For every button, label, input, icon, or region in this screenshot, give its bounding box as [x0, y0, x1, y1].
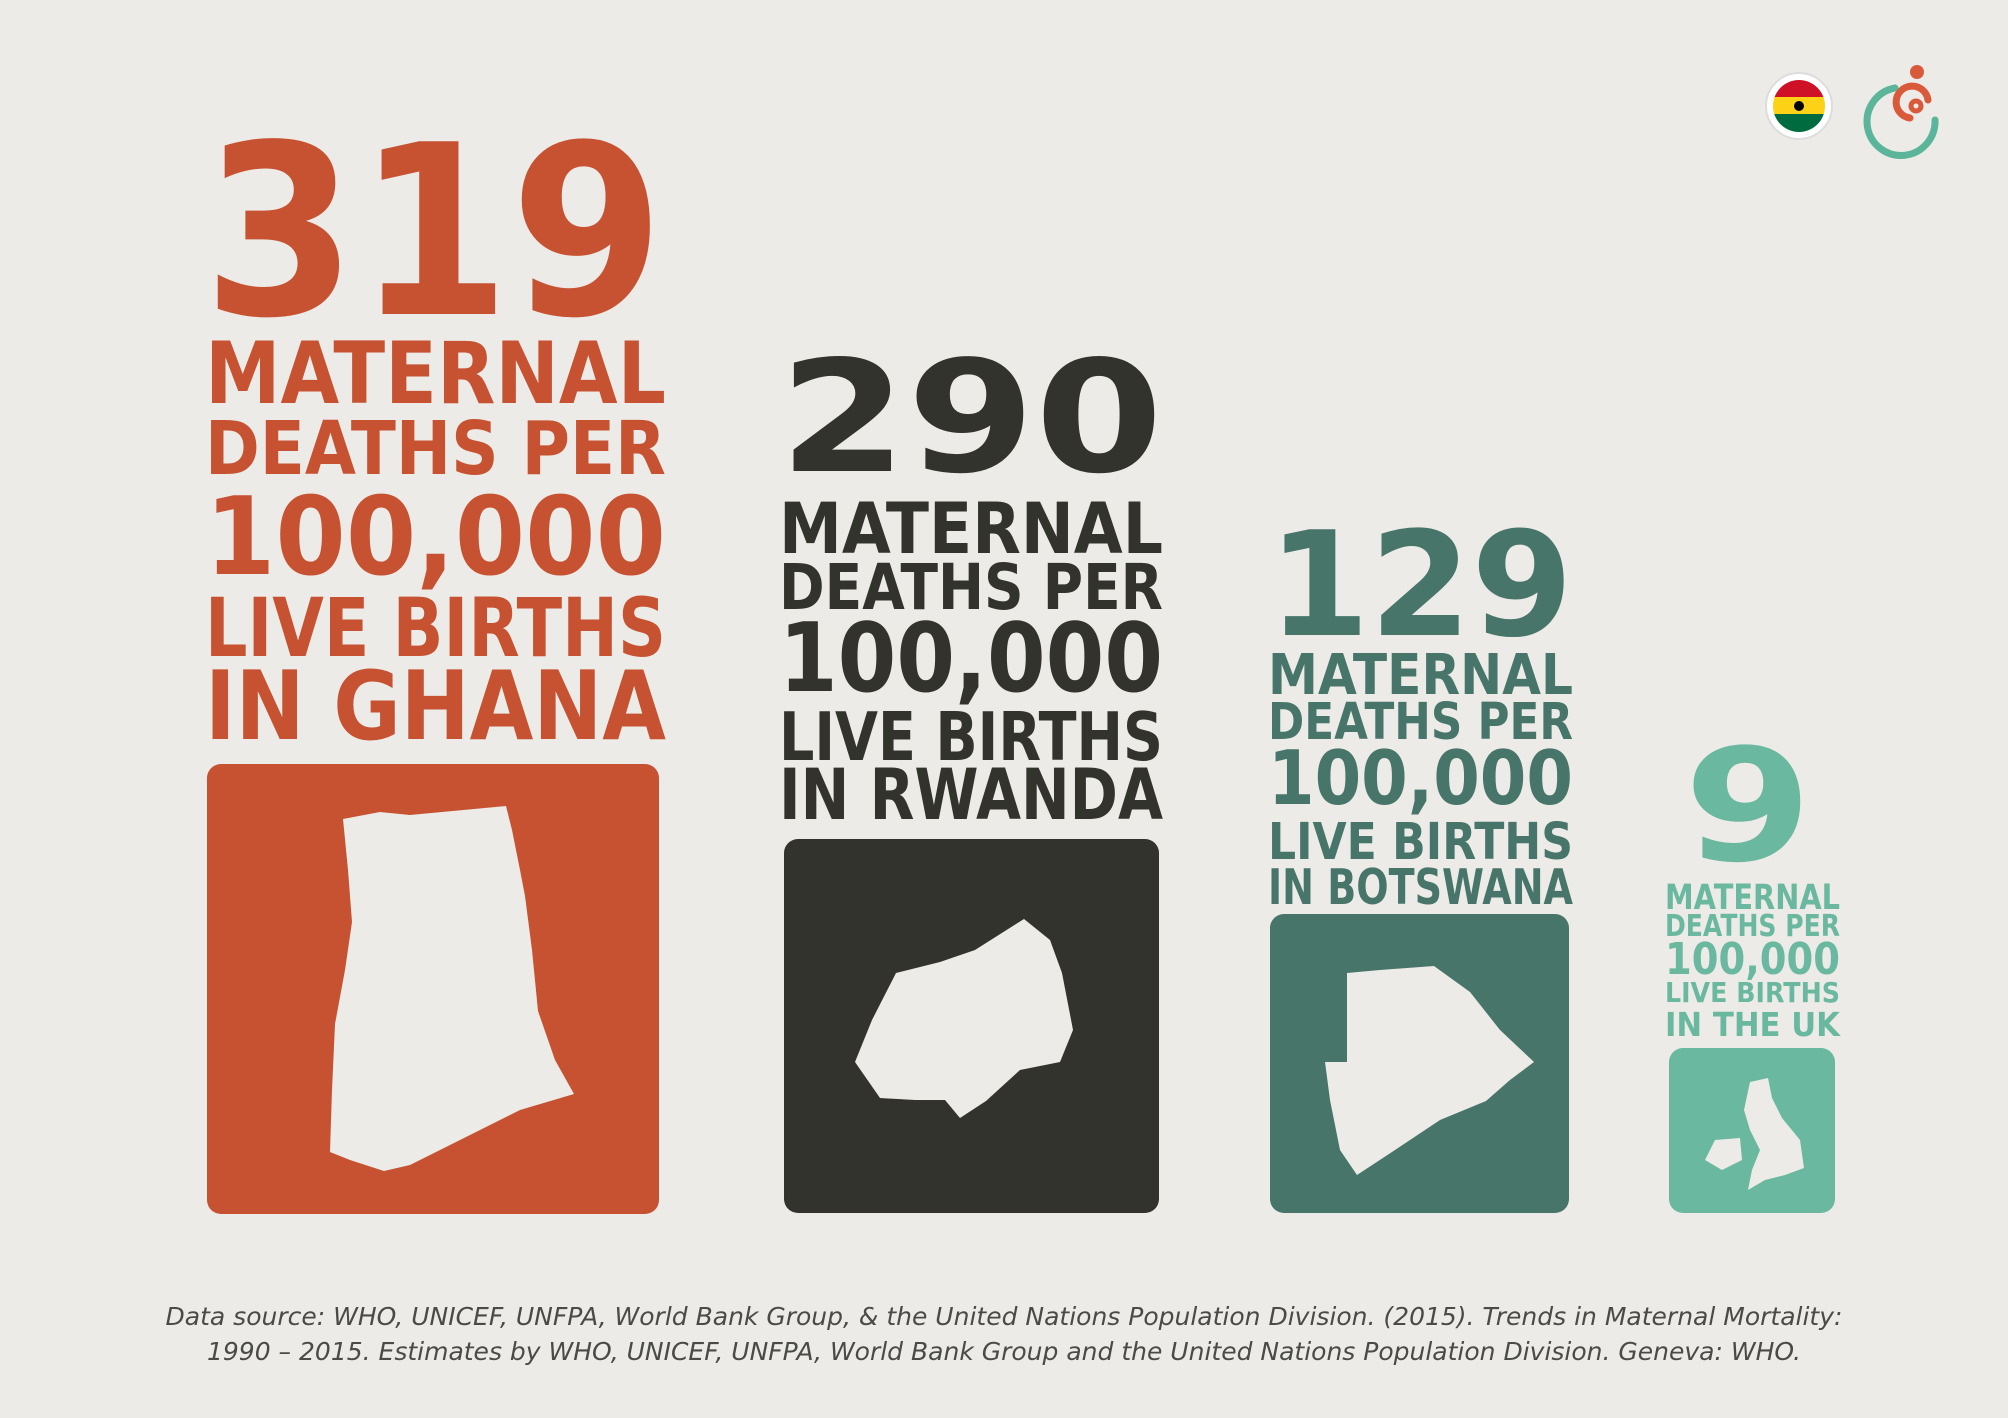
- caption-line: DEATHS PER: [1268, 693, 1573, 752]
- big-number: 290: [779, 327, 1163, 508]
- big-number: 129: [1268, 501, 1573, 670]
- caption-line: LIVE BIRTHS: [205, 582, 666, 676]
- caption-line: DEATHS PER: [205, 406, 666, 492]
- map-botswana: [1325, 966, 1534, 1175]
- caption-line: LIVE BIRTHS: [779, 698, 1163, 776]
- source-line: Data source: WHO, UNICEF, UNFPA, World B…: [166, 1302, 1843, 1331]
- caption-line: 100,000: [779, 604, 1163, 714]
- caption-line: DEATHS PER: [1665, 909, 1840, 944]
- big-number: 9: [1684, 715, 1812, 897]
- caption-line: IN RWANDA: [779, 754, 1163, 836]
- caption-line: 100,000: [1665, 934, 1840, 985]
- maps: [330, 806, 1804, 1190]
- caption-line: MATERNAL: [1268, 643, 1573, 708]
- caption-line: MATERNAL: [779, 488, 1163, 570]
- flag-icon: [1765, 72, 1833, 140]
- map-uk: [1705, 1078, 1804, 1190]
- map-rwanda: [855, 919, 1073, 1118]
- caption-line: MATERNAL: [205, 324, 666, 424]
- caption-line: IN BOTSWANA: [1268, 859, 1573, 916]
- caption-line: IN THE UK: [1665, 1005, 1841, 1044]
- caption-line: 100,000: [205, 475, 666, 600]
- big-number: 319: [203, 94, 664, 370]
- caption-line: LIVE BIRTHS: [1665, 976, 1840, 1009]
- caption-line: IN GHANA: [205, 652, 666, 762]
- caption-line: 100,000: [1268, 734, 1573, 822]
- caption-line: LIVE BIRTHS: [1268, 813, 1573, 872]
- source-line: 1990 – 2015. Estimates by WHO, UNICEF, U…: [207, 1337, 1801, 1366]
- caption-line: MATERNAL: [1665, 878, 1840, 918]
- map-ghana: [330, 806, 574, 1171]
- caption-line: DEATHS PER: [779, 551, 1163, 624]
- logo-icon: [1863, 65, 1939, 159]
